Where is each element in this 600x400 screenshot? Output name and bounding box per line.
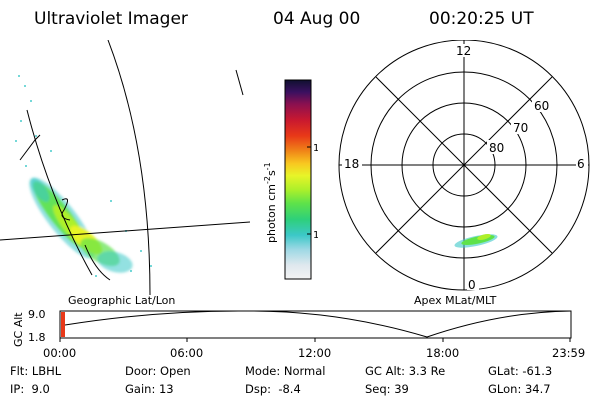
footer-flt: Flt: LBHL — [10, 364, 62, 378]
longitude-line — [26, 109, 93, 276]
longitude-line — [107, 40, 151, 295]
footer-seq: Seq: 39 — [365, 382, 409, 396]
colorbar-unit-label: photon cm-2s-1 — [263, 162, 278, 243]
colorbar: 100 10 photon cm-2s-1 — [263, 79, 318, 280]
instrument-title: Ultraviolet Imager — [34, 9, 188, 29]
aurora-blob-polar — [454, 233, 498, 248]
colorbar-tick-100: 100 — [313, 143, 318, 154]
coastline — [84, 244, 111, 281]
time-label: 00:20:25 UT — [429, 9, 534, 29]
coastline — [235, 69, 244, 96]
altitude-xtick: 12:00 — [298, 346, 331, 360]
coastline — [19, 134, 41, 161]
footer-ip: IP: 9.0 — [10, 382, 50, 396]
geographic-caption: Geographic Lat/Lon — [68, 294, 176, 307]
current-time-marker — [61, 312, 65, 337]
colorbar-tick-10: 10 — [313, 230, 318, 241]
altitude-frame — [59, 310, 572, 339]
colorbar-gradient — [284, 79, 312, 280]
altitude-ytick-high: 9.0 — [28, 308, 46, 321]
coastline — [61, 198, 71, 221]
altitude-curve — [64, 310, 572, 338]
mlt-label-12: 12 — [456, 44, 471, 58]
altitude-ylabel: GC Alt — [12, 312, 25, 347]
altitude-plot: GC Alt 9.0 1.8 00:00 06:00 12:00 18:00 2… — [12, 308, 585, 360]
aurora-blob-geo — [29, 177, 133, 273]
polar-plot: 12 18 6 0 60 70 80 — [338, 40, 590, 292]
footer-glon: GLon: 34.7 — [488, 382, 551, 396]
footer-gain: Gain: 13 — [125, 382, 174, 396]
mlt-label-6: 6 — [577, 157, 585, 171]
lat-label-70: 70 — [513, 121, 528, 135]
altitude-xtick: 00:00 — [43, 346, 76, 360]
altitude-xtick: 18:00 — [426, 346, 459, 360]
latitude-line — [0, 221, 250, 241]
lat-label-80: 80 — [489, 141, 504, 155]
footer-mode: Mode: Normal — [245, 364, 326, 378]
footer-dsp: Dsp: -8.4 — [245, 382, 301, 396]
date-label: 04 Aug 00 — [273, 9, 361, 29]
footer-glat: GLat: -61.3 — [488, 364, 553, 378]
polar-grid — [338, 40, 590, 291]
altitude-xtick: 23:59 — [552, 346, 585, 360]
lat-label-60: 60 — [534, 99, 549, 113]
altitude-xtick: 06:00 — [170, 346, 203, 360]
altitude-ytick-low: 1.8 — [28, 331, 46, 344]
mlt-label-18: 18 — [344, 157, 359, 171]
mlt-label-0: 0 — [468, 278, 476, 292]
polar-caption: Apex MLat/MLT — [414, 294, 497, 307]
geographic-image-panel — [0, 40, 250, 295]
footer-gc-alt: GC Alt: 3.3 Re — [365, 364, 446, 378]
footer-door: Door: Open — [125, 364, 191, 378]
